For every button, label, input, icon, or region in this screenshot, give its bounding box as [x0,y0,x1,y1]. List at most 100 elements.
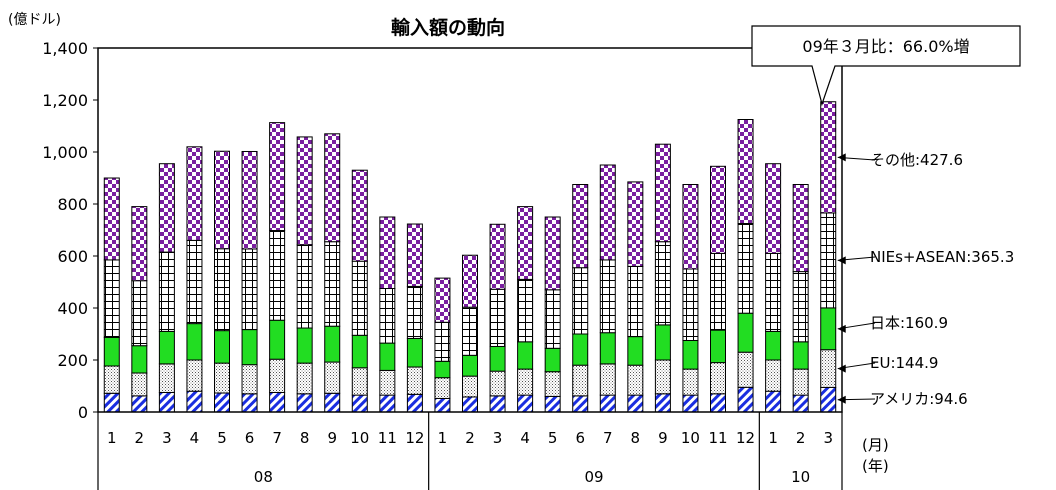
bar-segment-purple-check [572,184,589,269]
bar-segment-diag-blue [214,392,230,413]
bar-segment-dots [324,361,341,394]
bar-segment-green [489,345,506,372]
series-label: アメリカ:94.6 [870,390,968,408]
bar-segment-green [296,327,313,364]
bar-segment-diag-blue [103,392,120,413]
x-tick-label: 2 [465,429,475,447]
bar-segment-purple-check [158,163,175,253]
bar-segment-grid [489,288,506,347]
bar-segment-diag-blue [158,392,175,413]
bar-segment-grid [214,248,230,332]
x-tick-label: 10 [681,429,700,447]
bar-segment-purple-check [131,206,148,282]
bar-segment-dots [765,359,782,392]
year-label: 09 [584,468,603,486]
bar-segment-purple-check [214,150,230,250]
series-label-arrowhead [837,256,846,265]
bar-segment-diag-blue [324,392,341,413]
bar-segment-grid [682,268,699,341]
x-tick-label: 2 [796,429,806,447]
bar-segment-purple-check [269,122,286,232]
bar-segment-green [351,334,368,369]
bar-segment-green [820,307,837,351]
bar-segment-purple-check [434,277,451,323]
y-tick-label: 1,400 [42,39,88,58]
bar-segment-diag-blue [379,394,396,413]
bar-segment-purple-check [792,184,809,273]
x-tick-label: 12 [405,429,424,447]
bar-segment-dots [627,364,644,396]
bar-segment-grid [654,241,671,326]
bar-segment-dots [544,371,561,397]
bar-segment-diag-blue [765,390,782,413]
bar-segment-purple-check [296,136,313,246]
bar-segment-grid [737,223,754,314]
bar-segment-green [654,324,671,361]
bar-segment-purple-check [599,164,616,261]
callout-box: 09年３月比：66.0%増 [751,25,1021,107]
bar-segment-green [214,330,230,364]
y-tick-label: 600 [57,247,88,266]
x-tick-label: 9 [658,429,668,447]
x-tick-label: 1 [438,429,448,447]
bar-segment-diag-blue [599,394,616,413]
series-label: EU:144.9 [870,354,938,372]
bar-segment-grid [792,271,809,343]
y-axis-ticks: 0 200 400 600 800 1,000 1,200 1,400 [42,39,98,422]
bar-segment-dots [462,375,478,398]
x-tick-label: 5 [548,429,558,447]
bar-segment-grid [434,321,451,362]
bar-segment-diag-blue [434,397,451,413]
chart-title: 輸入額の動向 [391,16,505,39]
y-tick-label: 800 [57,195,88,214]
y-tick-label: 1,200 [42,91,88,110]
series-label: その他:427.6 [870,151,963,169]
x-tick-label: 10 [350,429,369,447]
bar-segment-dots [820,349,837,388]
x-axis-year-unit: (年) [862,457,889,475]
bar-segment-diag-blue [572,395,589,413]
bar-segment-green [103,336,120,367]
bar-segment-purple-check [737,119,754,224]
bar-segment-grid [351,260,368,336]
bar-segment-diag-blue [682,394,699,413]
bar-segment-purple-check [517,206,534,280]
x-tick-label: 6 [245,429,255,447]
bar-segment-diag-blue [131,395,148,413]
bar-segment-purple-check [820,101,837,214]
bar-segment-green [710,329,726,364]
bar-segment-diag-blue [351,394,368,413]
bar-segment-diag-blue [241,393,258,413]
bar-segment-green [765,330,782,361]
bar-segment-grid [627,265,644,338]
bar-segment-dots [241,364,258,395]
x-tick-label: 7 [603,429,613,447]
bar-segment-purple-check [544,216,561,291]
x-tick-label: 8 [300,429,310,447]
bar-segment-diag-blue [820,386,837,413]
x-tick-label: 7 [272,429,282,447]
x-tick-label: 9 [327,429,337,447]
bar-segment-grid [462,306,478,356]
bar-segment-dots [517,368,534,396]
bar-segment-purple-check [710,165,726,254]
bar-segment-diag-blue [710,393,726,413]
bar-segment-diag-blue [489,395,506,413]
bar-segment-diag-blue [269,392,286,413]
bar-segment-grid [406,285,423,339]
series-label-arrowhead [837,324,846,333]
x-tick-label: 1 [768,429,778,447]
bar-segment-green [462,354,478,377]
series-label: 日本:160.9 [870,314,948,332]
year-label: 08 [254,468,273,486]
bar-segment-purple-check [489,223,506,290]
bar-segment-green [379,342,396,371]
bar-segment-grid [379,288,396,344]
bar-segment-grid [324,241,341,327]
bar-segment-dots [379,369,396,396]
bar-segment-green [406,337,423,368]
bar-segment-green [572,333,589,366]
x-tick-label: 1 [107,429,117,447]
bar-segment-dots [572,364,589,397]
